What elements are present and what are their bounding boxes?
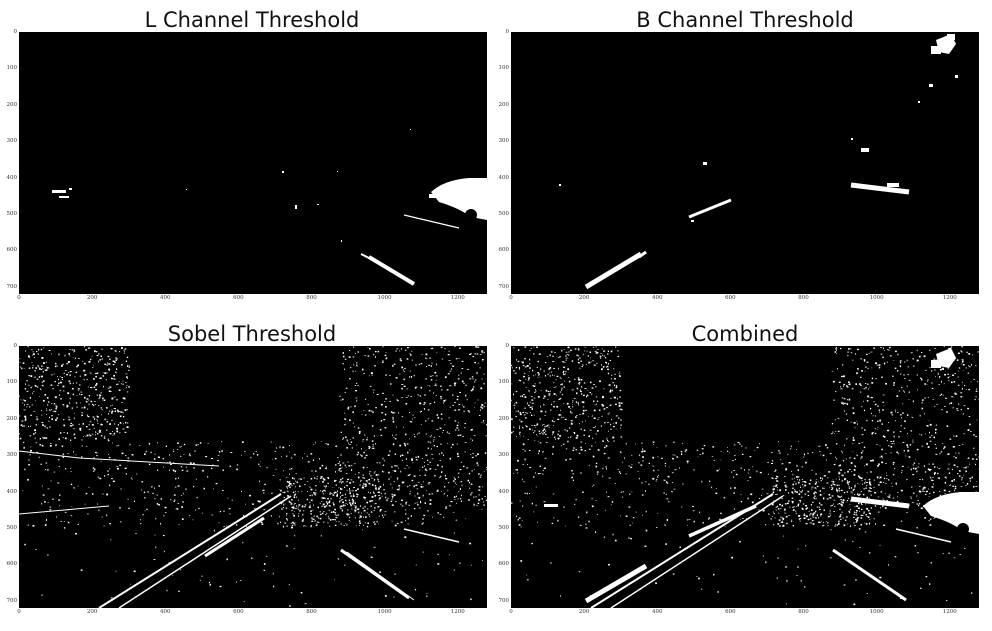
x-tick-label: 1000 (377, 609, 392, 615)
y-tick-label: 400 (498, 488, 510, 495)
x-tick-label: 0 (509, 295, 513, 301)
y-tick-label: 300 (6, 138, 18, 145)
y-tick-label: 500 (498, 524, 510, 531)
y-tick-label: 600 (498, 247, 510, 254)
y-tick-label: 0 (13, 29, 18, 35)
panel-title-sobel: Sobel Threshold (167, 322, 337, 346)
y-tick-label: 200 (498, 415, 510, 422)
x-tick-label: 1200 (450, 295, 465, 301)
x-tick-label: 800 (798, 609, 809, 615)
y-tick-label: 200 (6, 101, 18, 108)
x-tick-label: 1000 (869, 609, 884, 615)
x-tick-label: 800 (798, 295, 809, 301)
threshold-image-sobel (19, 346, 487, 608)
x-tick-label: 1200 (450, 609, 465, 615)
y-tick-label: 200 (498, 101, 510, 108)
threshold-image-l-channel (19, 32, 487, 294)
x-tick-label: 400 (160, 609, 171, 615)
x-tick-label: 200 (86, 609, 98, 615)
y-tick-label: 500 (498, 210, 510, 217)
y-tick-label: 600 (6, 247, 18, 254)
y-tick-label: 100 (6, 65, 18, 72)
x-tick-label: 0 (17, 609, 21, 615)
x-tick-label: 0 (509, 609, 513, 615)
y-tick-label: 700 (6, 283, 18, 290)
y-tick-label: 300 (6, 452, 18, 459)
y-tick-label: 0 (13, 343, 18, 349)
y-tick-label: 100 (6, 379, 18, 386)
y-tick-label: 700 (6, 597, 18, 604)
x-tick-label: 400 (652, 295, 663, 301)
x-tick-label: 600 (233, 295, 244, 301)
y-tick-label: 400 (498, 174, 510, 181)
x-tick-label: 800 (306, 609, 317, 615)
y-tick-label: 300 (498, 452, 510, 459)
x-tick-label: 600 (725, 609, 736, 615)
x-tick-label: 400 (652, 609, 663, 615)
x-tick-label: 200 (578, 609, 590, 615)
threshold-image-combined (511, 346, 979, 608)
y-tick-label: 700 (498, 283, 510, 290)
x-tick-label: 200 (578, 295, 590, 301)
y-tick-label: 500 (6, 524, 18, 531)
x-tick-label: 800 (306, 295, 317, 301)
y-tick-label: 100 (498, 65, 510, 72)
x-tick-label: 0 (17, 295, 21, 301)
y-tick-label: 400 (6, 174, 18, 181)
x-tick-label: 600 (725, 295, 736, 301)
y-tick-label: 200 (6, 415, 18, 422)
y-tick-label: 700 (498, 597, 510, 604)
x-tick-label: 1200 (942, 609, 957, 615)
panel-title-combined: Combined (691, 322, 799, 346)
x-tick-label: 200 (86, 295, 98, 301)
x-tick-label: 1200 (942, 295, 957, 301)
panel-title-b-channel: B Channel Threshold (636, 8, 854, 32)
y-tick-label: 400 (6, 488, 18, 495)
y-tick-label: 500 (6, 210, 18, 217)
y-tick-label: 100 (498, 379, 510, 386)
panel-title-l-channel: L Channel Threshold (144, 8, 360, 32)
y-tick-label: 600 (6, 561, 18, 568)
y-tick-label: 0 (505, 343, 510, 349)
x-tick-label: 600 (233, 609, 244, 615)
x-tick-label: 400 (160, 295, 171, 301)
y-tick-label: 300 (498, 138, 510, 145)
x-tick-label: 1000 (869, 295, 884, 301)
threshold-image-b-channel (511, 32, 979, 294)
x-tick-label: 1000 (377, 295, 392, 301)
y-tick-label: 0 (505, 29, 510, 35)
y-tick-label: 600 (498, 561, 510, 568)
